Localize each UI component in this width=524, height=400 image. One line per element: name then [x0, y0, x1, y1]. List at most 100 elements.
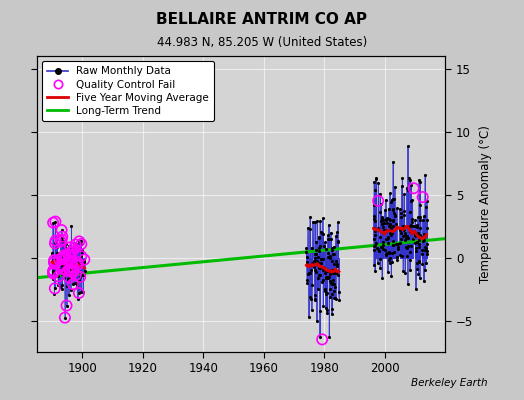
Point	[389, 195, 397, 202]
Point	[406, 209, 414, 215]
Point	[65, 242, 73, 249]
Point	[387, 250, 396, 256]
Point	[59, 256, 67, 262]
Point	[376, 265, 385, 272]
Point	[68, 248, 77, 254]
Point	[68, 265, 76, 272]
Point	[326, 294, 334, 300]
Point	[70, 245, 79, 252]
Point	[325, 278, 334, 284]
Point	[418, 251, 426, 258]
Point	[49, 268, 58, 274]
Point	[76, 260, 84, 266]
Point	[316, 229, 325, 235]
Point	[307, 267, 315, 273]
Point	[79, 259, 88, 266]
Point	[49, 268, 58, 274]
Point	[326, 230, 335, 236]
Point	[403, 243, 412, 250]
Point	[65, 274, 73, 281]
Point	[322, 246, 330, 252]
Point	[80, 256, 89, 263]
Point	[57, 227, 66, 233]
Point	[49, 270, 57, 276]
Point	[54, 273, 63, 280]
Point	[67, 287, 75, 293]
Point	[406, 222, 414, 229]
Point	[379, 246, 388, 253]
Point	[383, 250, 391, 256]
Point	[59, 266, 68, 272]
Point	[389, 217, 397, 223]
Point	[321, 286, 329, 292]
Point	[389, 223, 398, 230]
Point	[66, 252, 74, 259]
Point	[374, 198, 383, 204]
Point	[62, 302, 71, 309]
Point	[407, 229, 415, 236]
Point	[51, 218, 60, 225]
Point	[370, 262, 378, 268]
Point	[313, 275, 322, 281]
Point	[388, 238, 397, 244]
Point	[50, 260, 58, 266]
Point	[59, 253, 68, 260]
Point	[71, 241, 80, 248]
Point	[372, 218, 380, 224]
Point	[415, 176, 423, 183]
Point	[59, 242, 67, 248]
Point	[312, 318, 321, 325]
Point	[51, 240, 59, 246]
Point	[53, 233, 61, 239]
Point	[65, 266, 73, 273]
Point	[59, 253, 68, 260]
Point	[70, 240, 79, 246]
Point	[325, 253, 334, 259]
Point	[51, 285, 59, 292]
Point	[78, 247, 86, 253]
Point	[384, 227, 392, 233]
Point	[328, 247, 336, 253]
Point	[383, 214, 391, 221]
Point	[63, 268, 71, 274]
Point	[385, 206, 393, 212]
Point	[413, 260, 422, 266]
Point	[303, 259, 312, 266]
Point	[310, 258, 318, 264]
Point	[58, 234, 67, 240]
Point	[64, 292, 73, 298]
Point	[387, 230, 396, 236]
Point	[66, 267, 74, 274]
Point	[58, 286, 66, 292]
Point	[312, 251, 320, 257]
Point	[416, 179, 424, 186]
Point	[324, 222, 333, 228]
Point	[49, 275, 57, 281]
Text: Berkeley Earth: Berkeley Earth	[411, 378, 487, 388]
Point	[304, 271, 313, 277]
Point	[389, 195, 398, 202]
Point	[306, 270, 314, 276]
Point	[49, 270, 58, 276]
Point	[380, 227, 388, 234]
Point	[383, 220, 391, 226]
Point	[418, 261, 427, 268]
Point	[58, 234, 67, 240]
Point	[67, 249, 75, 255]
Point	[69, 269, 78, 275]
Point	[51, 240, 59, 246]
Point	[50, 257, 58, 264]
Point	[332, 270, 340, 276]
Point	[386, 254, 395, 261]
Point	[58, 236, 66, 243]
Point	[76, 274, 84, 280]
Point	[330, 288, 339, 294]
Point	[406, 221, 414, 228]
Point	[381, 247, 389, 254]
Point	[80, 272, 89, 278]
Point	[414, 259, 423, 265]
Point	[411, 245, 420, 252]
Point	[61, 314, 69, 321]
Point	[64, 257, 72, 264]
Point	[59, 254, 67, 261]
